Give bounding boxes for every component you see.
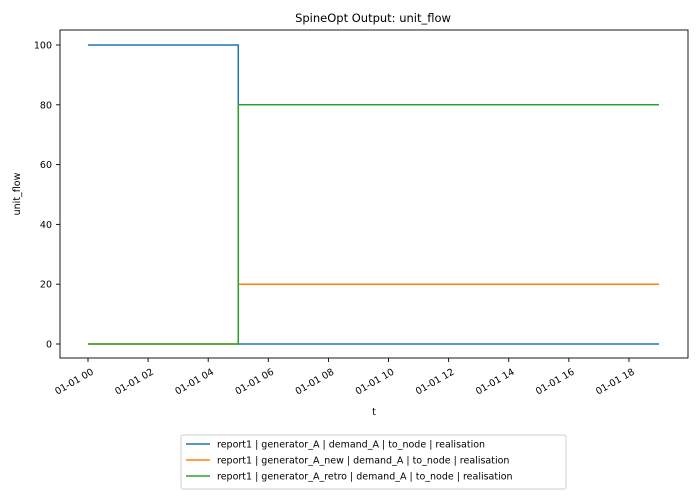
x-tick-label-5: 01-01 10 [354,367,396,398]
series-line-2 [88,283,659,345]
x-axis-label: t [372,407,376,418]
x-tick-label-3: 01-01 06 [234,367,276,398]
series-line-1 [88,44,659,345]
legend: report1 | generator_A | demand_A | to_no… [180,434,567,490]
y-tick-label-5: 100 [34,41,52,52]
x-tick-label-0: 01-01 00 [53,367,95,398]
legend-items: report1 | generator_A | demand_A | to_no… [186,440,513,483]
chart-title: SpineOpt Output: unit_flow [295,11,451,25]
x-tick-label-8: 01-01 16 [534,367,576,398]
y-axis-ticks: 0 20 40 60 80 100 [34,41,60,351]
legend-label-2: report1 | generator_A_new | demand_A | t… [217,456,509,467]
x-tick-label-9: 01-01 18 [594,367,636,398]
x-tick-label-6: 01-01 12 [414,367,456,398]
x-axis-ticks: 01-01 00 01-01 02 01-01 04 01-01 06 01-01 08… [53,358,637,398]
legend-frame [180,434,567,490]
x-tick-label-2: 01-01 04 [173,367,215,398]
y-axis-label: unit_flow [12,172,23,215]
y-tick-label-1: 20 [40,280,52,291]
y-tick-label-2: 40 [40,220,52,231]
series-line-3 [88,104,659,345]
x-tick-label-4: 01-01 08 [294,367,336,398]
y-tick-label-3: 60 [40,160,52,171]
plot-area-frame [59,29,689,359]
legend-label-1: report1 | generator_A | demand_A | to_no… [217,440,485,451]
x-tick-label-7: 01-01 14 [474,367,516,398]
legend-label-3: report1 | generator_A_retro | demand_A |… [217,472,513,483]
y-tick-label-4: 80 [40,100,52,111]
y-tick-label-0: 0 [46,340,52,351]
series-layer [88,44,659,345]
x-tick-label-1: 01-01 02 [113,367,155,398]
